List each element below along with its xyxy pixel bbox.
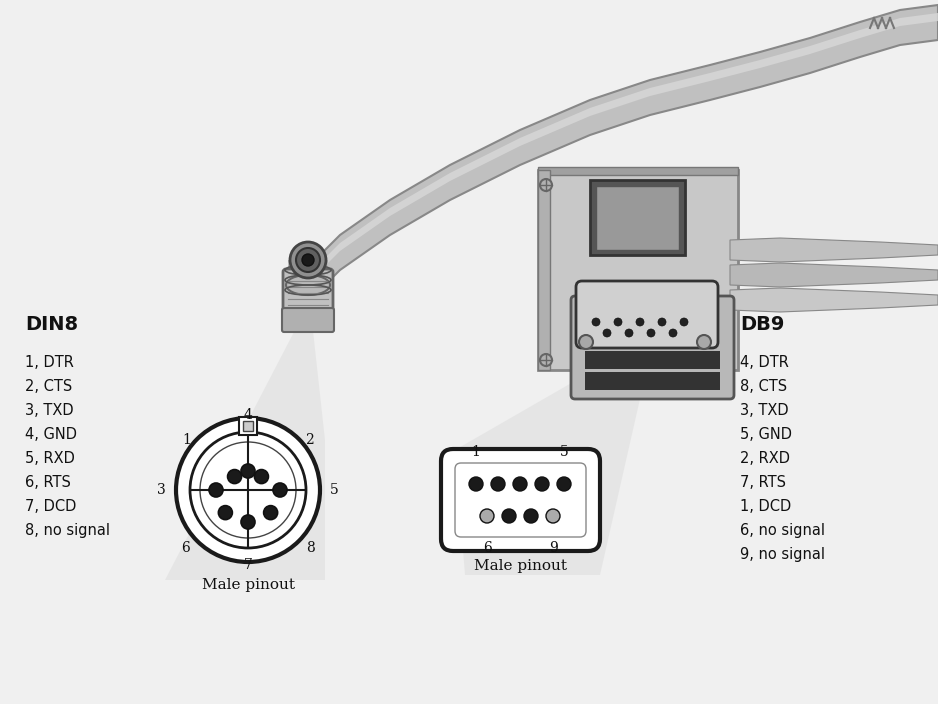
Circle shape [219, 505, 233, 520]
Circle shape [625, 329, 633, 337]
FancyBboxPatch shape [441, 449, 600, 551]
FancyBboxPatch shape [243, 421, 253, 431]
Circle shape [273, 483, 287, 497]
Circle shape [200, 442, 296, 538]
Text: 6, no signal: 6, no signal [740, 523, 825, 538]
Polygon shape [305, 13, 938, 286]
Text: 9, no signal: 9, no signal [740, 547, 825, 562]
Text: 7, RTS: 7, RTS [740, 475, 786, 490]
Text: 4, GND: 4, GND [25, 427, 77, 442]
Text: 5: 5 [560, 445, 568, 459]
Text: 8: 8 [306, 541, 315, 555]
Circle shape [190, 432, 306, 548]
Circle shape [535, 477, 549, 491]
Text: 1: 1 [472, 445, 480, 459]
FancyBboxPatch shape [282, 308, 334, 332]
FancyBboxPatch shape [538, 167, 738, 175]
Circle shape [491, 477, 505, 491]
Circle shape [557, 477, 571, 491]
FancyBboxPatch shape [596, 186, 679, 250]
Circle shape [680, 318, 688, 326]
Circle shape [669, 329, 677, 337]
Circle shape [697, 335, 711, 349]
Polygon shape [165, 285, 325, 580]
Text: 2: 2 [305, 434, 313, 448]
Circle shape [540, 354, 552, 366]
FancyBboxPatch shape [585, 372, 720, 390]
Circle shape [513, 477, 527, 491]
Circle shape [241, 464, 255, 478]
Polygon shape [730, 238, 938, 262]
Text: DIN8: DIN8 [25, 315, 78, 334]
Polygon shape [730, 263, 938, 287]
Circle shape [469, 477, 483, 491]
Ellipse shape [286, 275, 330, 295]
Circle shape [264, 505, 278, 520]
Text: 7: 7 [244, 558, 252, 572]
Circle shape [254, 470, 268, 484]
Circle shape [241, 515, 255, 529]
Circle shape [290, 242, 326, 278]
FancyBboxPatch shape [585, 351, 720, 369]
FancyBboxPatch shape [288, 260, 328, 285]
Circle shape [614, 318, 622, 326]
FancyBboxPatch shape [590, 180, 685, 255]
Circle shape [176, 418, 320, 562]
Circle shape [579, 335, 593, 349]
Text: Male pinout: Male pinout [202, 578, 295, 592]
Text: 6: 6 [181, 541, 190, 555]
Circle shape [546, 509, 560, 523]
Text: 6: 6 [483, 541, 492, 555]
FancyBboxPatch shape [283, 269, 333, 313]
Circle shape [647, 329, 655, 337]
Circle shape [502, 509, 516, 523]
Circle shape [524, 509, 538, 523]
Circle shape [296, 248, 320, 272]
Circle shape [228, 470, 242, 484]
Text: 5, GND: 5, GND [740, 427, 792, 442]
Polygon shape [305, 5, 938, 305]
Circle shape [592, 318, 600, 326]
Circle shape [480, 509, 494, 523]
Text: 1, DTR: 1, DTR [25, 355, 74, 370]
FancyBboxPatch shape [571, 296, 734, 399]
Text: 2, CTS: 2, CTS [25, 379, 72, 394]
Text: 2, RXD: 2, RXD [740, 451, 790, 466]
Text: 9: 9 [549, 541, 557, 555]
FancyBboxPatch shape [455, 463, 586, 537]
Text: 5: 5 [330, 483, 339, 497]
Text: 3: 3 [158, 483, 166, 497]
FancyBboxPatch shape [538, 170, 550, 370]
Polygon shape [730, 288, 938, 312]
Text: Male pinout: Male pinout [474, 559, 567, 573]
Circle shape [540, 179, 552, 191]
Text: 5, RXD: 5, RXD [25, 451, 75, 466]
FancyBboxPatch shape [239, 417, 257, 435]
Polygon shape [455, 355, 650, 575]
Circle shape [636, 318, 644, 326]
FancyBboxPatch shape [538, 170, 738, 370]
Circle shape [209, 483, 223, 497]
Text: 6, RTS: 6, RTS [25, 475, 71, 490]
Text: 3, TXD: 3, TXD [25, 403, 73, 418]
Text: 4: 4 [244, 408, 252, 422]
Text: 3, TXD: 3, TXD [740, 403, 789, 418]
Text: 8, no signal: 8, no signal [25, 523, 110, 538]
Circle shape [658, 318, 666, 326]
Text: 1, DCD: 1, DCD [740, 499, 792, 514]
Text: 7, DCD: 7, DCD [25, 499, 76, 514]
Text: DB9: DB9 [740, 315, 784, 334]
Circle shape [603, 329, 611, 337]
Text: 4, DTR: 4, DTR [740, 355, 789, 370]
FancyBboxPatch shape [576, 281, 718, 348]
Text: 8, CTS: 8, CTS [740, 379, 787, 394]
Text: 1: 1 [183, 434, 191, 448]
Circle shape [302, 254, 314, 266]
